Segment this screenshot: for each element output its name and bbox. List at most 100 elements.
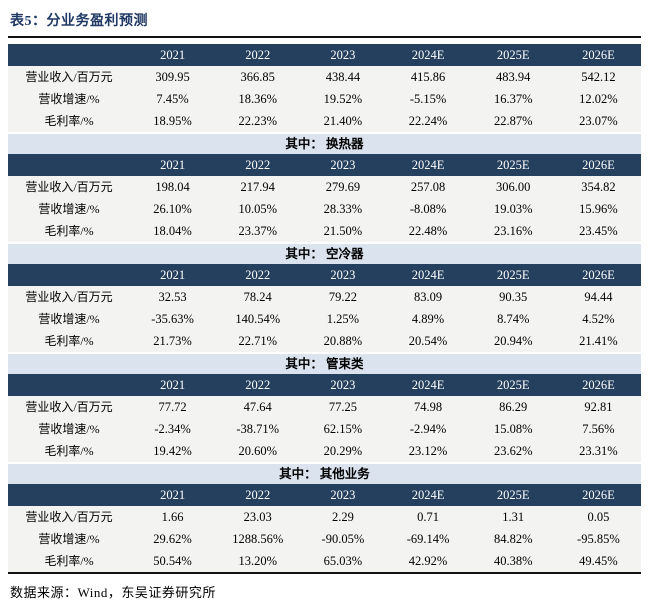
cell-value: 306.00 xyxy=(496,180,531,194)
cell-value: 26.10% xyxy=(153,202,192,216)
cell-value: 28.33% xyxy=(323,202,363,216)
cell-value: 22.48% xyxy=(408,224,448,238)
year-header-row: 2021 2022 2023 2024E 2025E 2026E xyxy=(8,374,641,396)
cell-value: 13.20% xyxy=(238,554,278,568)
year-header-row: 2021 2022 2023 2024E 2025E 2026E xyxy=(8,44,641,66)
cell-value: 77.72 xyxy=(158,400,187,414)
cell-value: 21.41% xyxy=(579,334,618,348)
cell-value: 20.94% xyxy=(493,334,533,348)
cell-value: 23.12% xyxy=(408,444,448,458)
year-header: 2023 xyxy=(330,158,356,172)
year-header: 2025E xyxy=(496,378,530,392)
row-label: 营收增速/% xyxy=(38,92,100,106)
cell-value: 23.03 xyxy=(243,510,272,524)
row-label: 营业收入/百万元 xyxy=(25,400,113,414)
cell-value: 542.12 xyxy=(581,70,616,84)
cell-value: 198.04 xyxy=(155,180,190,194)
year-header: 2024E xyxy=(411,48,445,62)
cell-value: 20.60% xyxy=(238,444,278,458)
cell-value: 354.82 xyxy=(581,180,616,194)
cell-value: -69.14% xyxy=(406,532,450,546)
cell-value: 65.03% xyxy=(323,554,363,568)
cell-value: 483.94 xyxy=(496,70,531,84)
section-divider: 其中： 其他业务 xyxy=(8,462,641,484)
cell-value: -8.08% xyxy=(409,202,447,216)
table-row: 营收增速/% 29.62% 1288.56% -90.05% -69.14% 84.82%… xyxy=(8,528,641,550)
table-row: 营业收入/百万元 198.04 217.94 279.69 257.08 306.00 35… xyxy=(8,176,641,198)
cell-value: 22.23% xyxy=(238,114,278,128)
cell-value: 29.62% xyxy=(153,532,192,546)
cell-value: 92.81 xyxy=(584,400,613,414)
cell-value: -90.05% xyxy=(321,532,365,546)
row-label: 毛利率/% xyxy=(44,444,94,458)
year-header: 2025E xyxy=(496,48,530,62)
header-label-spacer xyxy=(8,44,130,66)
cell-value: -38.71% xyxy=(236,422,280,436)
year-header-row: 2021 2022 2023 2024E 2025E 2026E xyxy=(8,154,641,176)
row-label: 营收增速/% xyxy=(38,312,100,326)
cell-value: 84.82% xyxy=(493,532,533,546)
cell-value: 18.04% xyxy=(153,224,192,238)
cell-value: 18.95% xyxy=(153,114,192,128)
year-header: 2023 xyxy=(330,268,356,282)
year-header: 2023 xyxy=(330,488,356,502)
cell-value: 1288.56% xyxy=(232,532,284,546)
cell-value: 83.09 xyxy=(414,290,443,304)
table-row: 毛利率/% 18.95% 22.23% 21.40% 22.24% 22.87% 23.07… xyxy=(8,110,641,132)
cell-value: 47.64 xyxy=(243,400,272,414)
year-header: 2026E xyxy=(582,48,615,62)
row-label: 毛利率/% xyxy=(44,554,94,568)
cell-value: 21.73% xyxy=(153,334,192,348)
cell-value: 86.29 xyxy=(499,400,528,414)
table-title: 表5：分业务盈利预测 xyxy=(10,14,148,29)
cell-value: 217.94 xyxy=(240,180,275,194)
table-row: 营业收入/百万元 77.72 47.64 77.25 74.98 86.29 92.81 xyxy=(8,396,641,418)
year-header-row: 2021 2022 2023 2024E 2025E 2026E xyxy=(8,484,641,506)
cell-value: 15.96% xyxy=(579,202,618,216)
header-label-spacer xyxy=(8,374,130,396)
header-label-spacer xyxy=(8,484,130,506)
cell-value: 1.25% xyxy=(326,312,360,326)
cell-value: 22.24% xyxy=(408,114,448,128)
year-header: 2022 xyxy=(245,158,271,172)
bottom-rule xyxy=(8,572,641,574)
year-header: 2022 xyxy=(245,378,271,392)
header-label-spacer xyxy=(8,154,130,176)
cell-value: 0.05 xyxy=(587,510,610,524)
year-header: 2022 xyxy=(245,488,271,502)
cell-value: 23.07% xyxy=(579,114,618,128)
cell-value: 257.08 xyxy=(410,180,446,194)
cell-value: 21.50% xyxy=(323,224,363,238)
cell-value: 4.89% xyxy=(411,312,445,326)
table-row: 营收增速/% 7.45% 18.36% 19.52% -5.15% 16.37% 12.02… xyxy=(8,88,641,110)
cell-value: 19.52% xyxy=(323,92,363,106)
cell-value: 74.98 xyxy=(414,400,443,414)
cell-value: 10.05% xyxy=(238,202,278,216)
row-label: 毛利率/% xyxy=(44,334,94,348)
row-label: 营收增速/% xyxy=(38,202,100,216)
cell-value: 79.22 xyxy=(328,290,357,304)
year-header: 2022 xyxy=(245,268,271,282)
cell-value: 42.92% xyxy=(408,554,448,568)
year-header: 2025E xyxy=(496,268,530,282)
cell-value: 12.02% xyxy=(579,92,618,106)
header-label-spacer xyxy=(8,264,130,286)
year-header: 2026E xyxy=(582,158,615,172)
cell-value: 438.44 xyxy=(325,70,361,84)
cell-value: 19.03% xyxy=(493,202,533,216)
cell-value: 77.25 xyxy=(328,400,357,414)
table-row: 毛利率/% 50.54% 13.20% 65.03% 42.92% 40.38% 49.45… xyxy=(8,550,641,572)
cell-value: 18.36% xyxy=(238,92,278,106)
row-label: 营业收入/百万元 xyxy=(25,180,113,194)
table-row: 营业收入/百万元 32.53 78.24 79.22 83.09 90.35 94.44 xyxy=(8,286,641,308)
cell-value: 22.87% xyxy=(493,114,533,128)
cell-value: 23.62% xyxy=(493,444,533,458)
segment-forecast-table: 2021 2022 2023 2024E 2025E 2026E 营业收入/百万元 309.9… xyxy=(8,44,641,572)
table-row: 营收增速/% 26.10% 10.05% 28.33% -8.08% 19.03% 15.9… xyxy=(8,198,641,220)
cell-value: 4.52% xyxy=(582,312,615,326)
cell-value: 62.15% xyxy=(323,422,363,436)
cell-value: 15.08% xyxy=(493,422,533,436)
year-header: 2023 xyxy=(330,48,356,62)
cell-value: 78.24 xyxy=(243,290,272,304)
